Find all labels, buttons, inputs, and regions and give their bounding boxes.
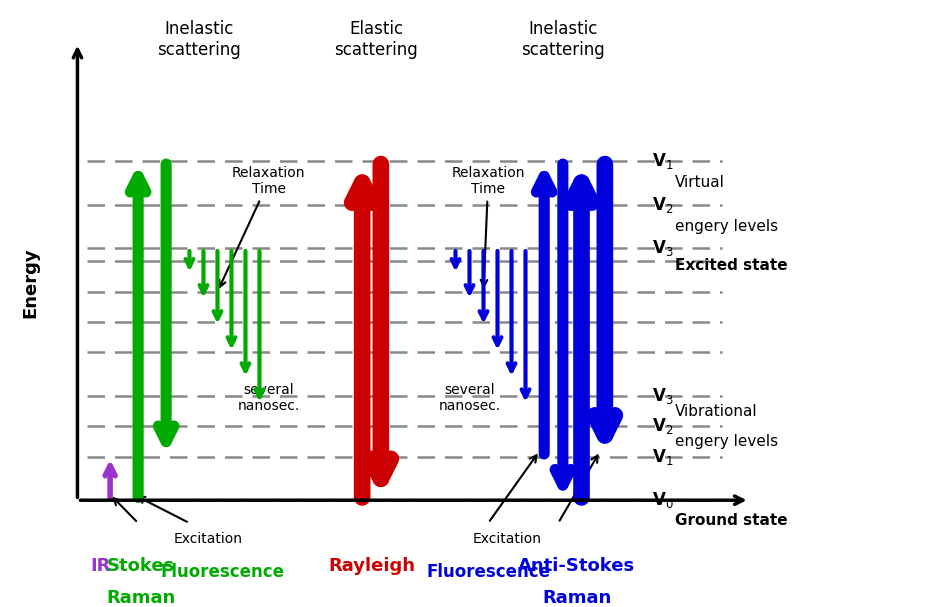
Text: several
nanosec.: several nanosec. <box>238 383 300 413</box>
Text: Fluorescence: Fluorescence <box>426 563 550 581</box>
Text: Virtual: Virtual <box>675 175 725 191</box>
Text: engery levels: engery levels <box>675 219 778 234</box>
Text: Vibrational: Vibrational <box>675 404 758 419</box>
Text: Relaxation
Time: Relaxation Time <box>452 166 525 287</box>
Text: engery levels: engery levels <box>675 434 778 449</box>
Text: Raman: Raman <box>542 589 611 607</box>
Text: V$_3$: V$_3$ <box>652 386 673 406</box>
Text: V$_3$: V$_3$ <box>652 238 673 258</box>
Text: Relaxation
Time: Relaxation Time <box>220 166 305 287</box>
Text: IR: IR <box>90 557 111 575</box>
Text: Excitation: Excitation <box>472 532 542 546</box>
Text: V$_2$: V$_2$ <box>652 195 673 215</box>
Text: Inelastic
scattering: Inelastic scattering <box>521 20 605 59</box>
Text: V$_2$: V$_2$ <box>652 416 673 436</box>
Text: Rayleigh: Rayleigh <box>328 557 415 575</box>
Text: several
nanosec.: several nanosec. <box>439 383 500 413</box>
Text: Ground state: Ground state <box>675 513 788 527</box>
Text: V$_1$: V$_1$ <box>652 151 673 171</box>
Text: V$_0$: V$_0$ <box>652 490 673 510</box>
Text: Elastic
scattering: Elastic scattering <box>334 20 418 59</box>
Text: Excited state: Excited state <box>675 258 788 273</box>
Text: Fluorescence: Fluorescence <box>161 563 285 581</box>
Text: Inelastic
scattering: Inelastic scattering <box>157 20 240 59</box>
Text: Stokes: Stokes <box>107 557 175 575</box>
Text: Energy: Energy <box>22 248 39 318</box>
Text: Excitation: Excitation <box>174 532 242 546</box>
Text: Raman: Raman <box>106 589 176 607</box>
Text: V$_1$: V$_1$ <box>652 447 673 467</box>
Text: Anti-Stokes: Anti-Stokes <box>518 557 636 575</box>
